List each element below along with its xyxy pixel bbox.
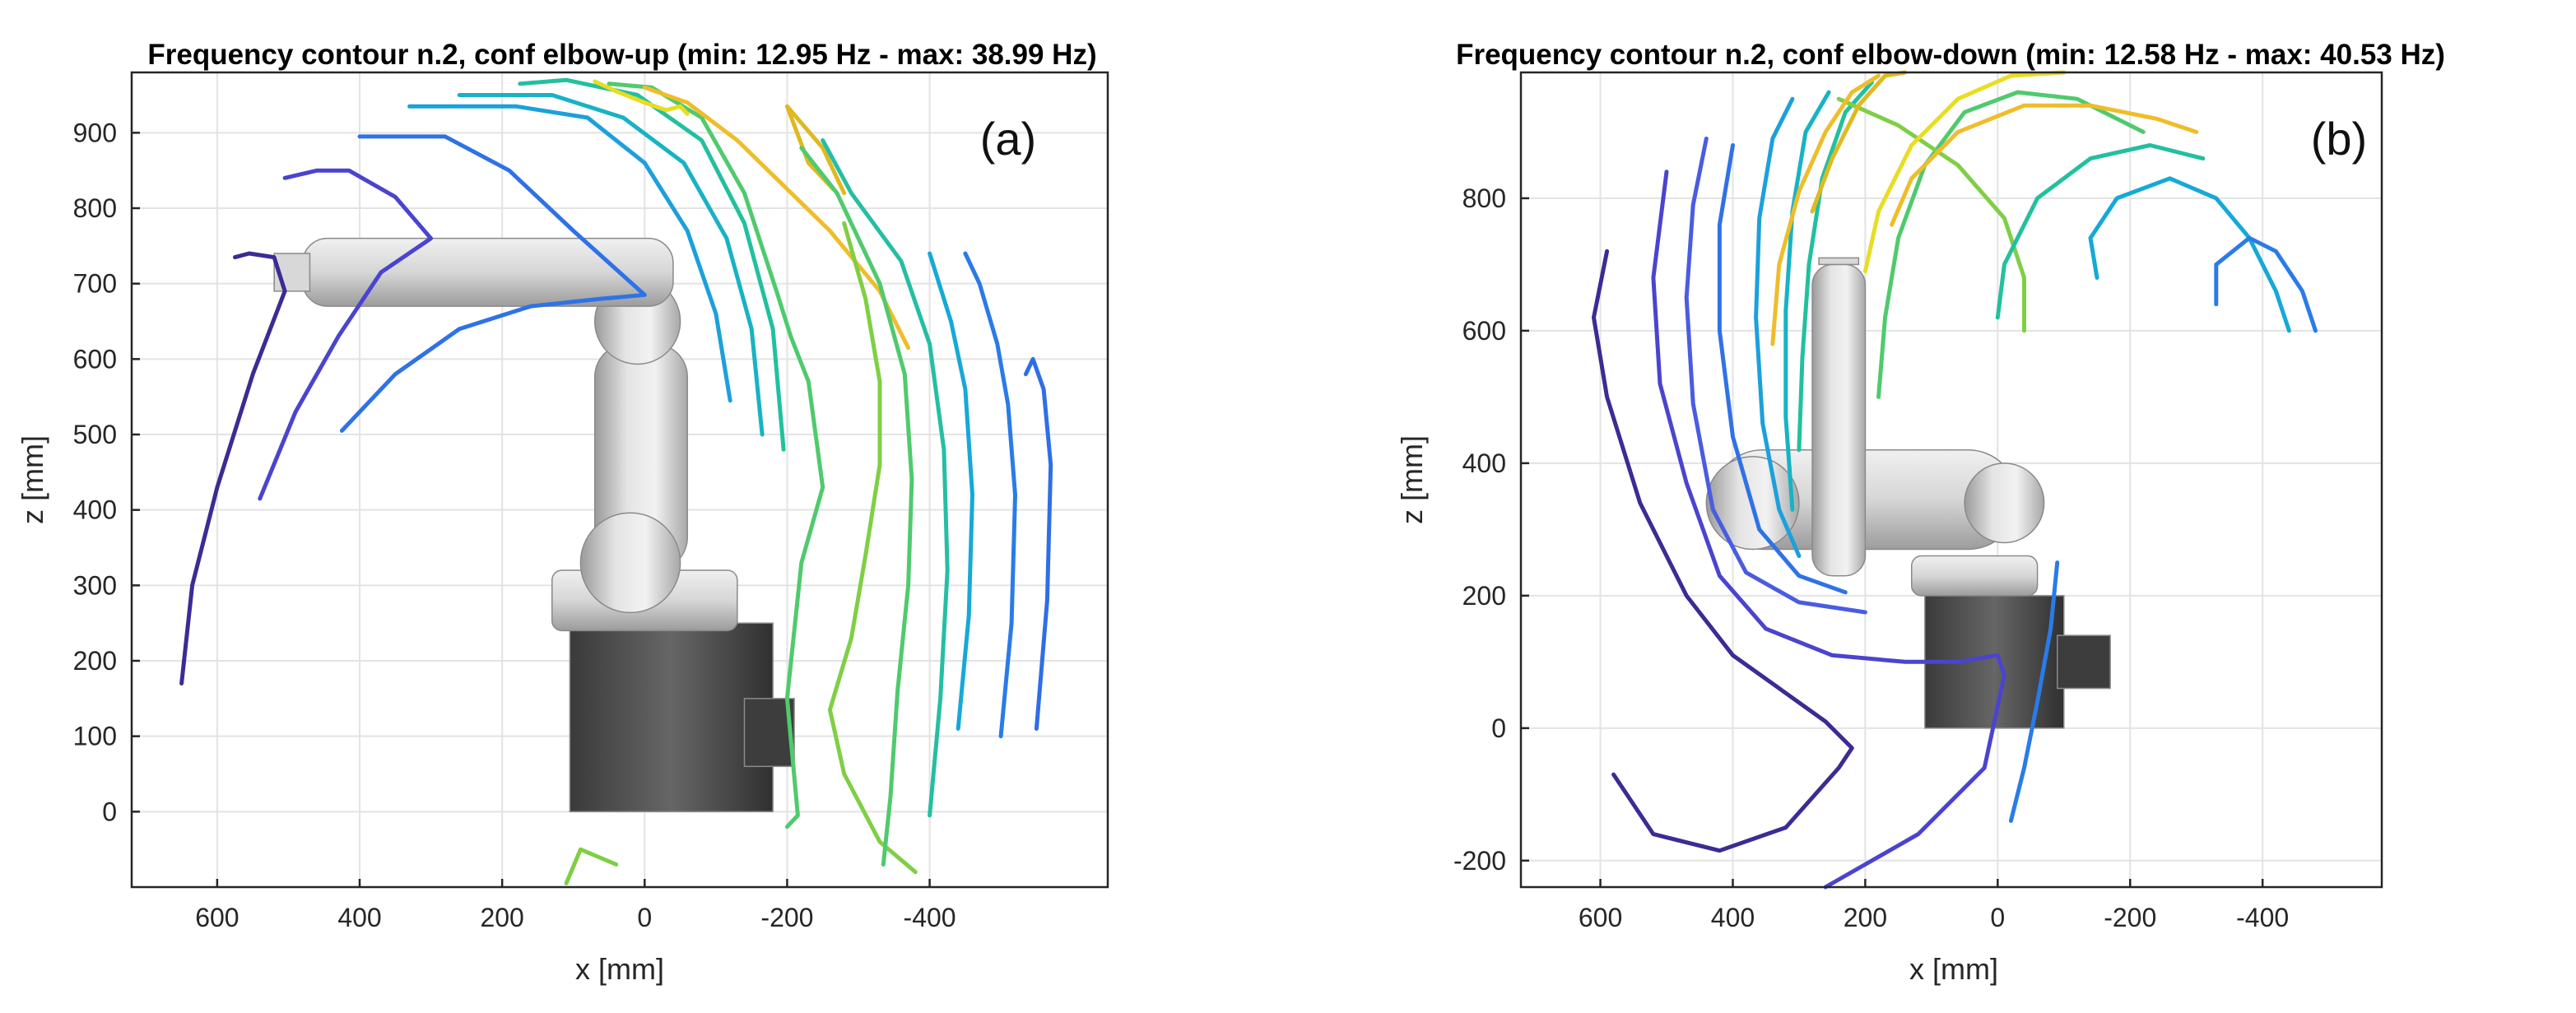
y-tick-label: 400 [1462, 448, 1506, 478]
contour-line-contour-3 [339, 134, 647, 433]
chart-panel-b: Frequency contour n.2, conf elbow-down (… [1395, 39, 2445, 986]
contour-line-contour-7 [1797, 80, 1874, 453]
contour-line-contour-13 [1890, 103, 2199, 227]
contour-line-contour-6 [518, 77, 786, 452]
ticks-b: 600 400 200 0 -200 -400 -200 0 200 400 600 800 [1453, 184, 2289, 932]
contour-line-contour-10 [593, 79, 690, 116]
contour-line-contour-1 [179, 251, 287, 685]
y-tick-label: 300 [73, 570, 117, 600]
robot-base-connector [2056, 634, 2111, 690]
contour-line-contour-17 [2008, 560, 2060, 823]
axes-box-b [1519, 71, 2383, 889]
contour-line-contour-9 [784, 104, 847, 196]
axes-box-a [130, 71, 1109, 889]
contour-line-contour-1 [1592, 249, 1854, 853]
x-tick-label: 600 [1579, 903, 1622, 932]
x-tick-label: -400 [2236, 903, 2289, 932]
contour-line-contour-17 [564, 847, 619, 885]
robot-joint [1964, 462, 2045, 544]
contour-line-contour-16 [2214, 235, 2318, 333]
contour-line-contour-14 [928, 251, 974, 731]
y-tick-label: 0 [1491, 713, 1506, 743]
contour-line-contour-2 [258, 168, 434, 501]
y-tick-label: 400 [73, 495, 117, 525]
x-tick-label: -200 [2104, 903, 2156, 932]
x-tick-label: 0 [637, 903, 652, 932]
y-tick-label: 600 [1462, 316, 1506, 346]
robot-wrist [1818, 257, 1860, 266]
panel-label-a: (a) [980, 113, 1036, 165]
contour-line-contour-14 [1995, 143, 2206, 320]
contour-line-contour-7 [607, 81, 825, 829]
robot-shoulder [1910, 555, 2039, 597]
y-tick-label: 0 [102, 797, 117, 826]
x-tick-label: 0 [1990, 903, 2005, 932]
contour-series-b [1592, 70, 2318, 890]
contour-line-contour-13 [821, 138, 950, 818]
contour-line-contour-11 [827, 221, 918, 875]
y-tick-label: 800 [1462, 184, 1506, 213]
x-tick-label: 200 [1844, 903, 1887, 932]
panel-label-b: (b) [2311, 113, 2367, 165]
y-axis-label-a: z [mm] [16, 435, 49, 524]
contour-line-contour-5 [1754, 96, 1802, 559]
contour-series-a [179, 77, 1053, 885]
y-tick-label: 100 [73, 722, 117, 751]
contour-line-contour-4 [1717, 143, 1848, 595]
y-tick-label: 700 [73, 269, 117, 299]
robot-image-elbow-down [1705, 257, 2111, 729]
contour-line-contour-11 [1810, 70, 1908, 214]
contour-line-contour-5 [457, 93, 765, 437]
y-tick-label: 200 [1462, 581, 1506, 611]
contour-line-contour-12 [799, 146, 914, 867]
contour-line-contour-2 [1651, 170, 2006, 890]
chart-panel-a: Frequency contour n.2, conf elbow-up (mi… [16, 39, 1109, 986]
contour-line-contour-12 [1862, 70, 2067, 273]
y-tick-label: 800 [73, 193, 117, 223]
robot-base [569, 622, 774, 813]
chart-title-b: Frequency contour n.2, conf elbow-down (… [1456, 39, 2445, 71]
contour-line-contour-8 [1876, 90, 2146, 399]
y-tick-label: -200 [1453, 846, 1506, 876]
ticks-a: 600 400 200 0 -200 -400 0 100 200 300 400 500 600 700… [73, 118, 956, 932]
y-tick-label: 900 [73, 118, 117, 147]
contour-line-contour-3 [1684, 137, 1867, 615]
robot-joint [579, 512, 681, 614]
contour-line-contour-4 [407, 104, 732, 403]
x-axis-label-a: x [mm] [575, 952, 664, 986]
contour-line-contour-15 [963, 251, 1017, 739]
y-tick-label: 600 [73, 344, 117, 374]
contour-line-contour-15 [2088, 176, 2291, 333]
x-tick-label: 400 [337, 903, 381, 932]
x-tick-label: -400 [904, 903, 956, 932]
x-axis-label-b: x [mm] [1909, 952, 1998, 986]
x-tick-label: 400 [1711, 903, 1755, 932]
x-tick-label: 600 [195, 903, 239, 932]
contour-line-contour-6 [1783, 90, 1831, 512]
y-tick-label: 200 [73, 646, 117, 676]
y-axis-label-b: z [mm] [1395, 435, 1429, 524]
robot-image-elbow-up [273, 237, 795, 813]
contour-line-contour-10 [1770, 73, 1881, 346]
chart-title-a: Frequency contour n.2, conf elbow-up (mi… [147, 39, 1096, 71]
y-tick-label: 500 [73, 420, 117, 449]
contour-line-contour-9 [1836, 96, 2026, 333]
robot-forearm [1811, 263, 1867, 577]
x-tick-label: 200 [480, 903, 523, 932]
contour-line-contour-16 [1023, 356, 1053, 731]
robot-base-connector [743, 698, 795, 768]
x-tick-label: -200 [760, 903, 813, 932]
